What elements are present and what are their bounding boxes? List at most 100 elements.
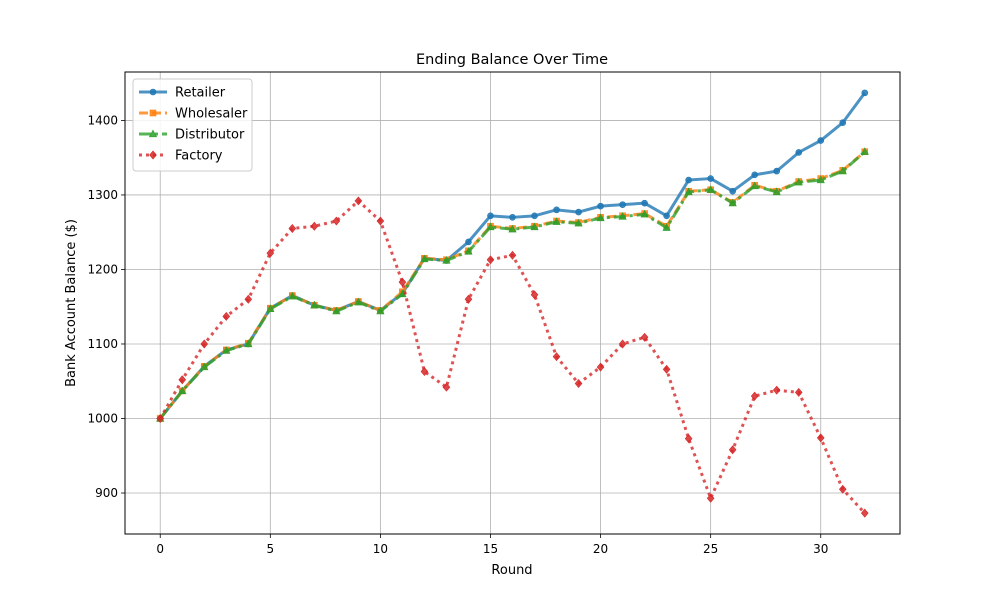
x-tick-label: 5 — [266, 542, 274, 556]
data-point — [465, 238, 472, 246]
data-point — [684, 187, 693, 196]
y-tick-label: 1000 — [87, 412, 118, 426]
data-point — [200, 362, 209, 371]
data-point — [684, 434, 693, 444]
data-point — [398, 277, 407, 287]
data-point — [596, 362, 605, 372]
data-point — [354, 297, 363, 306]
data-point — [156, 414, 165, 423]
data-point — [200, 339, 209, 349]
data-point — [486, 222, 495, 231]
legend-marker — [149, 109, 157, 117]
legend-label: Wholesaler — [175, 107, 248, 122]
grid — [125, 72, 900, 534]
legend: Retailer Wholesaler Distributor Factory — [132, 78, 253, 172]
data-point — [817, 137, 825, 144]
data-point — [442, 382, 451, 392]
data-point — [706, 493, 715, 503]
legend-marker — [148, 129, 158, 138]
data-point — [178, 375, 187, 385]
data-point — [596, 213, 605, 222]
data-point — [530, 290, 539, 300]
data-point — [354, 196, 363, 206]
series-layer — [156, 89, 869, 518]
x-tick-label: 15 — [483, 542, 498, 556]
y-tick-label: 1300 — [87, 188, 118, 202]
legend-label: Distributor — [175, 128, 245, 143]
data-point — [222, 311, 231, 321]
data-point — [376, 216, 385, 226]
data-point — [575, 208, 582, 216]
plot-frame — [124, 71, 901, 535]
y-axis-title: Bank Account Balance ($) — [64, 219, 79, 387]
data-point — [706, 185, 715, 193]
data-point — [816, 433, 825, 443]
data-point — [266, 248, 275, 258]
legend-box — [132, 78, 253, 172]
data-point — [794, 177, 803, 186]
data-point — [486, 255, 495, 265]
data-point — [508, 224, 517, 233]
data-point — [531, 212, 538, 220]
data-point — [552, 352, 561, 362]
data-point — [574, 379, 583, 388]
data-point — [794, 387, 803, 397]
data-point — [640, 209, 649, 218]
data-point — [288, 224, 297, 233]
data-point — [663, 212, 670, 220]
data-point — [839, 119, 847, 126]
data-point — [244, 294, 253, 304]
legend-label: Factory — [175, 149, 223, 164]
data-point — [288, 291, 297, 300]
data-point — [860, 147, 869, 155]
data-point — [244, 339, 253, 348]
data-point — [838, 166, 847, 175]
chart-title: Ending Balance Over Time — [416, 52, 608, 68]
data-point — [729, 187, 736, 195]
legend-label: Retailer — [175, 86, 226, 101]
x-tick-label: 10 — [373, 542, 388, 556]
data-point — [772, 385, 781, 395]
data-point — [553, 206, 560, 214]
data-point — [574, 218, 583, 227]
data-point — [310, 221, 319, 231]
data-point — [509, 214, 516, 221]
data-point — [464, 247, 473, 255]
data-point — [508, 250, 517, 260]
legend-item-wholesaler: Wholesaler — [139, 107, 248, 122]
data-point — [619, 201, 626, 208]
data-point — [464, 294, 473, 304]
data-point — [685, 176, 692, 184]
data-point — [442, 256, 451, 264]
data-point — [597, 202, 604, 210]
data-point — [310, 300, 319, 309]
data-point — [795, 149, 803, 156]
y-tick-label: 1100 — [87, 337, 118, 351]
data-point — [662, 223, 671, 231]
data-point — [332, 306, 341, 315]
data-point — [772, 187, 781, 196]
data-point — [376, 306, 385, 315]
data-point — [750, 181, 759, 190]
data-point — [662, 364, 671, 374]
data-point — [750, 391, 759, 401]
data-point — [420, 254, 429, 263]
series-factory — [156, 196, 869, 518]
y-tick-label: 900 — [95, 486, 118, 500]
legend-marker — [149, 88, 157, 96]
data-point — [641, 199, 648, 207]
data-point — [751, 171, 758, 179]
data-point — [487, 212, 494, 220]
y-tick-label: 1200 — [87, 262, 118, 276]
x-axis-title: Round — [491, 563, 532, 578]
data-point — [266, 304, 275, 313]
y-tick-label: 1400 — [87, 113, 118, 127]
x-tick-label: 25 — [703, 542, 718, 556]
legend-item-retailer: Retailer — [139, 86, 226, 101]
data-point — [552, 217, 561, 225]
x-tick-label: 30 — [813, 542, 828, 556]
data-point — [838, 484, 847, 494]
data-point — [420, 367, 429, 377]
